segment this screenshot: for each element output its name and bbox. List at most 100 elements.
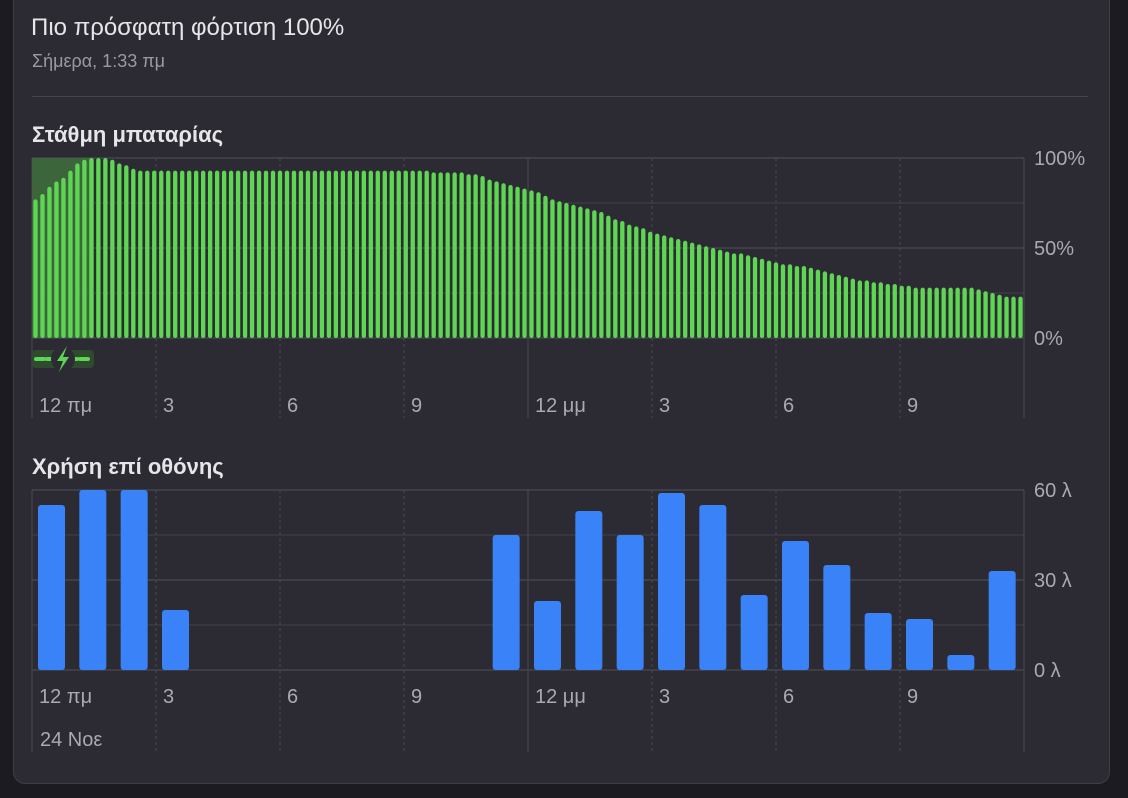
battery-bar bbox=[228, 170, 234, 338]
battery-bar bbox=[515, 186, 520, 338]
battery-bar bbox=[543, 195, 548, 338]
battery-bar bbox=[878, 282, 883, 338]
battery-bar bbox=[117, 163, 122, 338]
battery-bar bbox=[277, 170, 283, 338]
battery-bar bbox=[347, 170, 353, 338]
battery-bar bbox=[927, 287, 932, 338]
battery-bar bbox=[969, 287, 974, 338]
battery-bar bbox=[382, 170, 387, 338]
x-tick-label: 12 πμ bbox=[39, 395, 92, 417]
usage-bar bbox=[782, 541, 809, 670]
battery-bar bbox=[836, 275, 842, 338]
x-tick-label: 12 μμ bbox=[535, 686, 586, 708]
y-tick-label: 50% bbox=[1034, 238, 1074, 260]
battery-bar bbox=[305, 170, 311, 338]
battery-bar bbox=[801, 266, 807, 338]
battery-bar bbox=[990, 293, 995, 338]
battery-bar bbox=[1011, 296, 1016, 338]
battery-bar bbox=[641, 228, 646, 338]
x-tick-label: 6 bbox=[783, 686, 794, 708]
battery-bar bbox=[319, 170, 325, 338]
x-tick-label: 6 bbox=[783, 395, 794, 417]
usage-bar bbox=[120, 490, 148, 670]
battery-bar bbox=[180, 170, 185, 338]
bolt-icon bbox=[57, 346, 69, 372]
battery-bar bbox=[459, 172, 464, 338]
battery-bar bbox=[815, 269, 821, 338]
battery-bar bbox=[773, 262, 779, 338]
battery-bar bbox=[494, 181, 499, 338]
battery-bar bbox=[166, 170, 171, 338]
x-tick-label: 6 bbox=[287, 686, 298, 708]
battery-bar bbox=[843, 276, 849, 338]
battery-bar bbox=[892, 284, 897, 338]
battery-bar bbox=[501, 183, 506, 338]
battery-bar bbox=[529, 190, 534, 338]
battery-bar bbox=[466, 174, 471, 338]
battery-bar bbox=[110, 159, 115, 338]
battery-bar bbox=[326, 170, 332, 338]
battery-bar bbox=[578, 206, 583, 338]
battery-bar bbox=[194, 170, 199, 338]
battery-bar bbox=[913, 287, 918, 338]
battery-bar bbox=[207, 170, 213, 338]
battery-bar bbox=[417, 170, 422, 338]
battery-bar bbox=[571, 204, 576, 338]
y-tick-label: 0 λ bbox=[1034, 660, 1061, 682]
battery-bar bbox=[766, 260, 772, 338]
battery-bar bbox=[738, 253, 744, 338]
battery-bar bbox=[724, 251, 730, 338]
battery-bar bbox=[690, 242, 695, 338]
battery-bar bbox=[703, 246, 709, 338]
usage-bar bbox=[740, 595, 768, 670]
battery-bar bbox=[47, 186, 52, 338]
battery-bar bbox=[899, 285, 904, 338]
battery-bar bbox=[389, 170, 394, 338]
x-tick-label: 3 bbox=[163, 395, 174, 417]
battery-bar bbox=[850, 278, 856, 338]
battery-bar bbox=[270, 170, 276, 338]
battery-bar bbox=[145, 170, 150, 338]
battery-bar bbox=[263, 170, 269, 338]
usage-bar bbox=[988, 571, 1016, 670]
battery-bar bbox=[613, 219, 618, 338]
x-tick-label: 3 bbox=[163, 686, 174, 708]
battery-bar bbox=[256, 170, 262, 338]
battery-bar bbox=[731, 253, 737, 338]
battery-bar bbox=[885, 284, 890, 338]
screen-usage-chart[interactable]: 60 λ 30 λ 0 λ 12 πμ 3 6 9 12 μμ 3 6 9 bbox=[31, 480, 1072, 752]
battery-bar bbox=[655, 233, 660, 338]
battery-bar bbox=[431, 172, 436, 338]
battery-bar bbox=[1004, 296, 1009, 338]
battery-bar bbox=[976, 289, 981, 338]
battery-bar bbox=[187, 170, 192, 338]
battery-bar bbox=[396, 170, 401, 338]
battery-bar bbox=[487, 179, 492, 338]
battery-bar bbox=[934, 287, 939, 338]
battery-bar bbox=[669, 237, 674, 338]
battery-bar bbox=[648, 231, 653, 338]
x-tick-label: 9 bbox=[411, 686, 422, 708]
battery-bar bbox=[592, 210, 597, 338]
battery-bar bbox=[676, 239, 681, 338]
y-tick-label: 30 λ bbox=[1034, 570, 1072, 592]
date-label: 24 Νοε bbox=[40, 729, 102, 751]
battery-bar bbox=[808, 267, 814, 338]
battery-bar bbox=[787, 264, 793, 338]
battery-bar bbox=[599, 212, 604, 338]
battery-bar bbox=[696, 244, 702, 338]
usage-bar bbox=[534, 601, 561, 670]
x-tick-label: 12 πμ bbox=[39, 686, 92, 708]
battery-bar bbox=[997, 294, 1002, 338]
battery-level-chart[interactable]: 100% 50% 0% 12 πμ 3 6 9 12 μμ 3 6 9 bbox=[31, 148, 1085, 418]
battery-bar bbox=[89, 158, 94, 338]
battery-bar bbox=[368, 170, 373, 338]
battery-bar bbox=[312, 170, 318, 338]
battery-bar bbox=[333, 170, 339, 338]
usage-bar bbox=[162, 610, 189, 670]
x-tick-label: 9 bbox=[411, 395, 422, 417]
y-tick-label: 60 λ bbox=[1034, 480, 1072, 502]
battery-bar bbox=[955, 287, 960, 338]
battery-bar bbox=[284, 170, 290, 338]
